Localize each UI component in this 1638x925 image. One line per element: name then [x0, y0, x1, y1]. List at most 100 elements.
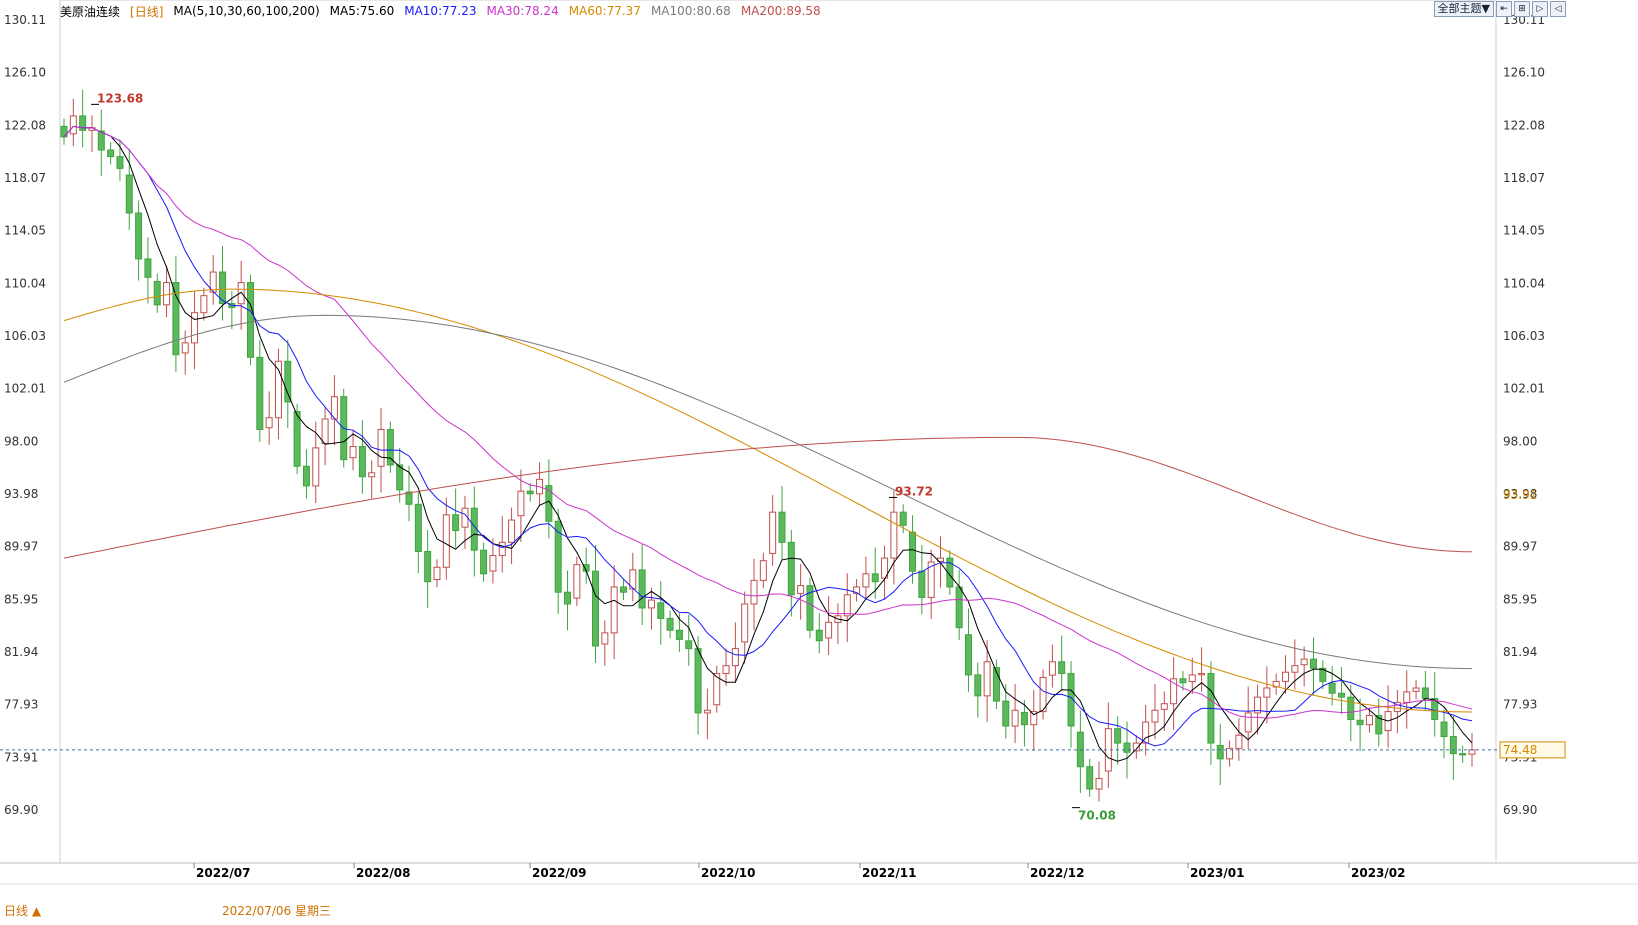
ma-params: MA(5,10,30,60,100,200) — [173, 4, 320, 18]
y-tick-right: 98.00 — [1503, 434, 1537, 448]
candle-body — [1291, 665, 1299, 673]
prev-icon[interactable]: ◁ — [1550, 1, 1566, 17]
candle-body — [1132, 742, 1140, 752]
candle-body — [452, 514, 460, 532]
candle-body — [433, 566, 441, 581]
candle-body — [1095, 778, 1103, 790]
y-tick-right: 69.90 — [1503, 803, 1537, 817]
candle-body — [79, 115, 87, 131]
candle-body — [116, 156, 124, 169]
y-tick-right: 89.97 — [1503, 540, 1537, 554]
candle-body — [1216, 744, 1224, 760]
candle-body — [1048, 661, 1056, 676]
candle-body — [1058, 661, 1066, 675]
candle-body — [1002, 700, 1010, 727]
instrument-title: 美原油连续 — [60, 4, 121, 19]
candle-body — [246, 282, 254, 358]
candle-body — [1459, 753, 1467, 756]
candle-body — [797, 585, 805, 594]
candle-body — [1328, 682, 1336, 694]
extreme-label: 123.68 — [97, 91, 143, 105]
candle-body — [1170, 678, 1178, 705]
candle-body — [675, 629, 683, 640]
candle-body — [1244, 712, 1252, 733]
candle-body — [899, 511, 907, 526]
zoom-icon[interactable]: ⊞ — [1514, 1, 1530, 17]
y-tick-left: 81.94 — [4, 645, 38, 659]
candle-body — [293, 411, 301, 467]
theme-dropdown-button[interactable]: 全部主题▼ — [1433, 1, 1494, 17]
candle-body — [396, 464, 404, 491]
ma200-line — [63, 436, 1473, 559]
y-tick-left: 122.08 — [4, 118, 46, 132]
candle-body — [1226, 747, 1234, 760]
play-icon[interactable]: ▷ — [1532, 1, 1548, 17]
candle-body — [135, 212, 143, 260]
candle-body — [1011, 709, 1019, 727]
candle-body — [200, 295, 208, 314]
y-tick-left: 69.90 — [4, 803, 38, 817]
candle-body — [172, 282, 180, 356]
candle-body — [815, 629, 823, 642]
y-tick-left: 118.07 — [4, 171, 46, 185]
candle-body — [1020, 711, 1028, 726]
price-label-box — [1499, 741, 1566, 759]
candle-body — [573, 564, 581, 599]
candle-body — [414, 503, 422, 553]
candle-body — [1067, 673, 1075, 727]
price-label: 74.48 — [1503, 743, 1537, 757]
cursor-date-label: 2022/07/06 星期三 — [222, 902, 331, 920]
candle-body — [610, 586, 618, 634]
candle-body — [741, 603, 749, 643]
candle-body — [498, 541, 506, 556]
chart-legend: 美原油连续 [日线] MA(5,10,30,60,100,200) MA5:75… — [60, 2, 821, 20]
ma200-value: MA200:89.58 — [740, 4, 821, 18]
candle-body — [722, 665, 730, 675]
candle-body — [125, 174, 133, 214]
candle-body — [657, 602, 665, 619]
candle-body — [1319, 667, 1327, 682]
y-tick-left: 102.01 — [4, 382, 46, 396]
candle-body — [1198, 673, 1206, 676]
candle-body — [1412, 687, 1420, 692]
candle-body — [787, 541, 795, 596]
candle-body — [191, 312, 199, 344]
candle-body — [946, 557, 954, 588]
y-tick-right: 110.04 — [1503, 276, 1545, 290]
candle-body — [1114, 728, 1122, 744]
candle-body — [107, 149, 115, 158]
y-tick-left: 98.00 — [4, 434, 38, 448]
candle-body — [1123, 742, 1131, 753]
candle-body — [703, 709, 711, 714]
candle-body — [1254, 696, 1262, 714]
candle-body — [685, 640, 693, 650]
candle-body — [153, 280, 161, 306]
chart-toolbar: 全部主题▼ ⇤ ⊞ ▷ ◁ — [1433, 1, 1566, 17]
candle-body — [992, 667, 1000, 702]
move-left-icon[interactable]: ⇤ — [1496, 1, 1512, 17]
candle-body — [1235, 734, 1243, 749]
candle-body — [237, 282, 245, 305]
ma60-line — [63, 288, 1473, 713]
candle-body — [163, 282, 171, 306]
candle-body — [219, 271, 227, 305]
candle-body — [1151, 709, 1159, 723]
candle-body — [508, 519, 516, 543]
candle-body — [424, 551, 432, 583]
candle-body — [1282, 671, 1290, 682]
candle-body — [769, 511, 777, 554]
extreme-label: 70.08 — [1078, 809, 1116, 823]
candle-body — [377, 428, 385, 467]
candle-body — [964, 634, 972, 676]
candle-body — [302, 465, 310, 487]
ma100-line — [63, 314, 1473, 670]
price-label: 93.91 — [1503, 488, 1537, 502]
candle-body — [871, 573, 879, 583]
candle-body — [638, 569, 646, 609]
period-tab[interactable]: 日线 ▲ — [4, 904, 42, 918]
candle-body — [1449, 736, 1457, 755]
candle-body — [806, 585, 814, 631]
candle-body — [974, 674, 982, 697]
candle-body — [545, 485, 553, 522]
